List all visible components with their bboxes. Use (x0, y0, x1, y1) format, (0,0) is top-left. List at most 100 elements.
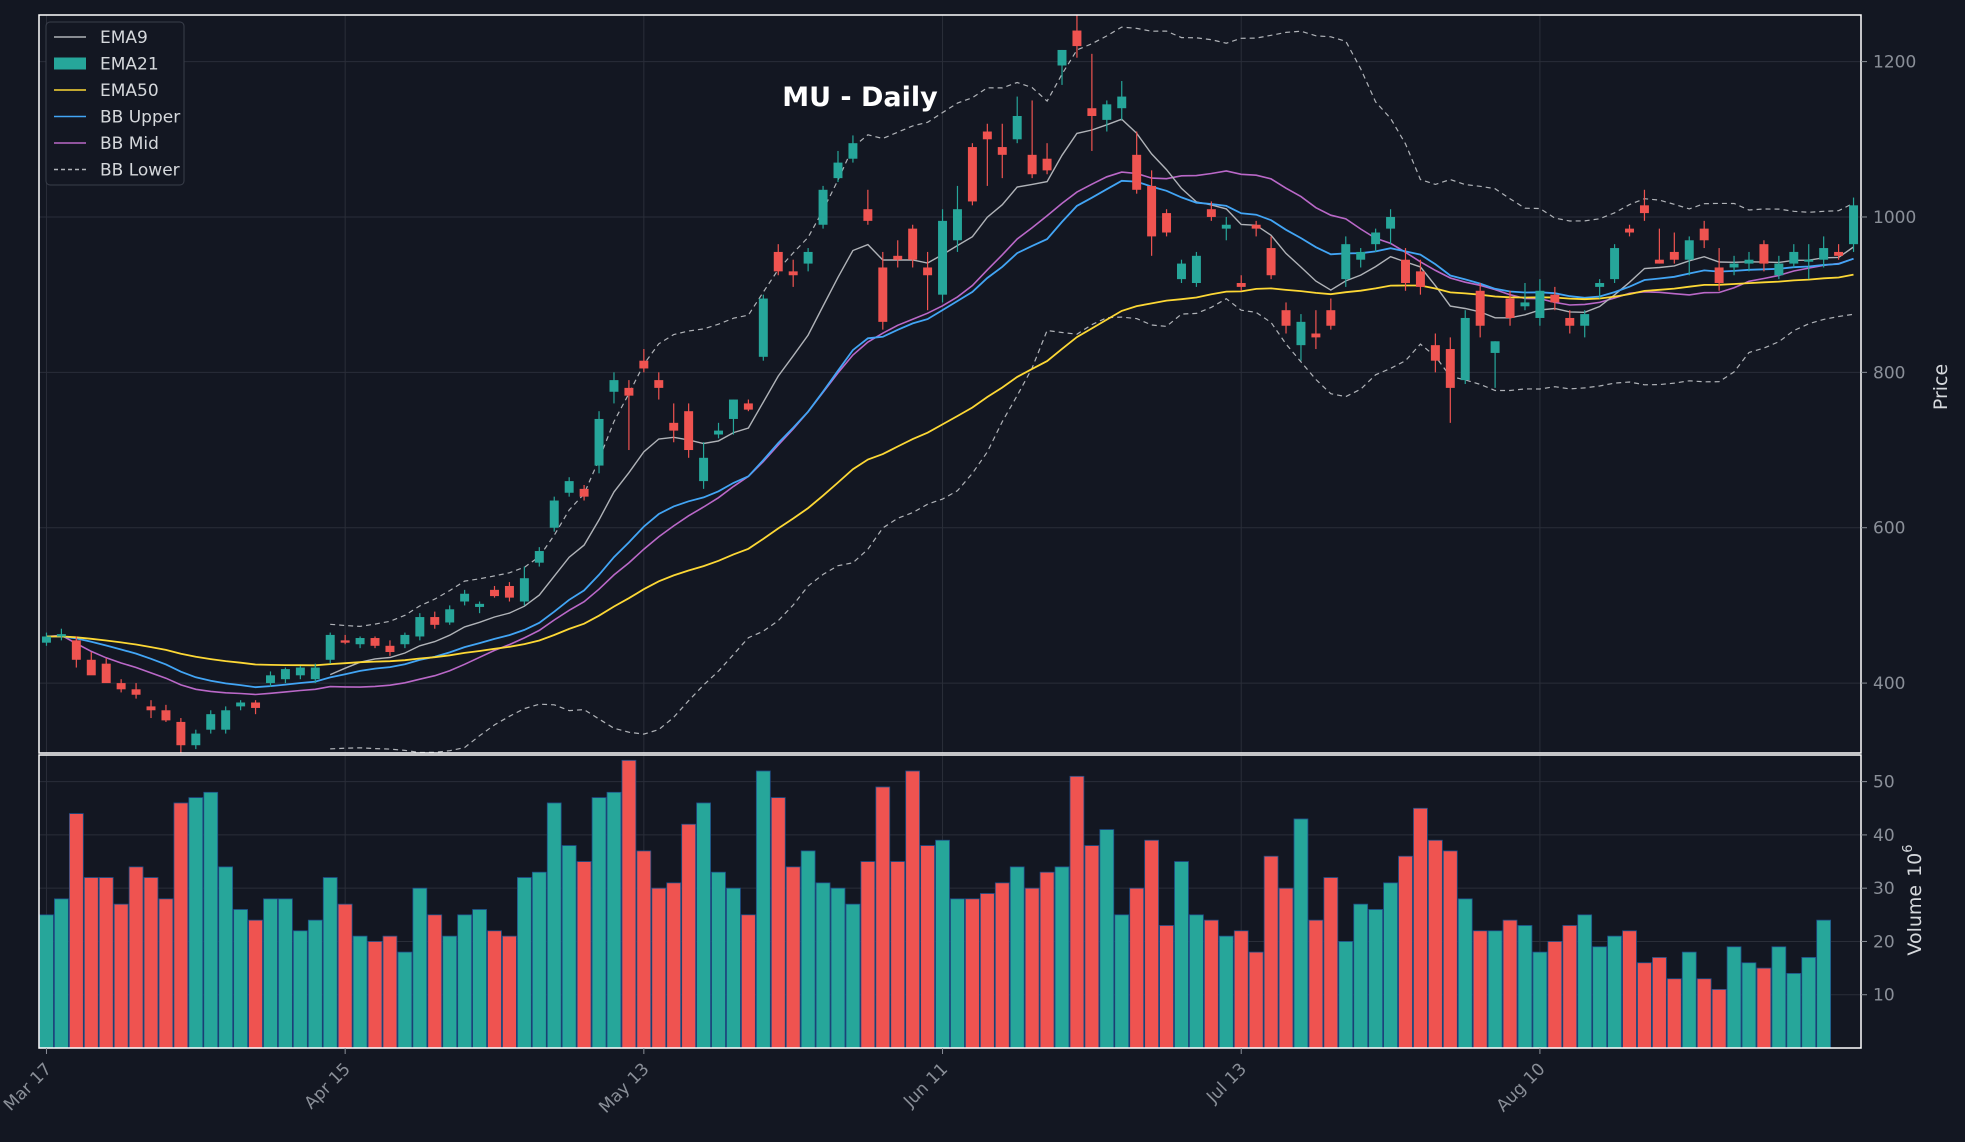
volume-bar (561, 845, 577, 1049)
indicator-lines (46, 26, 1854, 754)
price-tick-label: 1200 (1873, 53, 1916, 73)
volume-bar (278, 898, 293, 1049)
volume-bar (1801, 957, 1817, 1049)
volume-bar (830, 887, 846, 1049)
candle-body (1371, 232, 1381, 245)
volume-bar (1652, 957, 1667, 1049)
candle-body (1490, 341, 1500, 353)
volume-bar (1323, 877, 1339, 1049)
date-tick-label: Jun 11 (899, 1059, 952, 1112)
price-axis-label: Price (1930, 364, 1952, 410)
candle-body (923, 267, 933, 276)
candle-body (519, 578, 529, 602)
volume-bar (143, 877, 159, 1049)
candle-body (938, 220, 948, 295)
volume-bar (1442, 850, 1458, 1049)
volume-bar (1084, 845, 1100, 1049)
volume-bar (770, 797, 786, 1049)
candle-body (833, 162, 843, 179)
candle-body (1729, 263, 1739, 268)
volume-bar (1233, 930, 1249, 1049)
candle-body (116, 683, 126, 690)
candle-body (1072, 30, 1082, 47)
date-tick-label: Mar 17 (0, 1059, 56, 1115)
candle-body (1311, 333, 1321, 338)
candle-body (1565, 317, 1575, 326)
candle-body (1759, 244, 1769, 264)
candle-body (1042, 158, 1052, 171)
candle-body (1401, 259, 1410, 284)
volume-bar (1472, 930, 1488, 1049)
volume-bar (1637, 962, 1652, 1049)
volume-bar (1771, 946, 1787, 1049)
volume-bar (248, 919, 263, 1049)
volume-bar (487, 930, 502, 1049)
volume-bar (1577, 914, 1593, 1049)
volume-bar (263, 898, 278, 1049)
volume-axis-label-text: Volume (1904, 885, 1926, 956)
volume-bar (845, 903, 861, 1049)
candle-body (1191, 255, 1201, 284)
candle-body (1460, 317, 1470, 381)
volume-bar (1218, 935, 1234, 1049)
volume-bar (367, 941, 383, 1049)
price-tick-label: 400 (1873, 674, 1905, 694)
volume-bar (39, 914, 54, 1049)
volume-bar (1024, 887, 1040, 1049)
candle-body (594, 418, 604, 466)
volume-bar (1517, 925, 1533, 1049)
candle-body (176, 721, 186, 746)
volume-bar (188, 797, 204, 1049)
volume-bar (128, 866, 144, 1049)
legend-label: BB Lower (100, 161, 180, 181)
volume-bar (1532, 951, 1548, 1049)
volume-bar (1786, 973, 1802, 1049)
volume-bar (666, 882, 682, 1049)
volume-bar (1039, 871, 1055, 1049)
volume-bar (1159, 925, 1174, 1049)
candle-body (1834, 251, 1844, 256)
candle-body (564, 481, 574, 493)
volume-bars (39, 759, 1832, 1049)
candle-body (908, 228, 918, 260)
candle-body (475, 603, 485, 607)
volume-bar (696, 802, 711, 1049)
volume-bar (113, 903, 129, 1049)
volume-bar (1308, 919, 1324, 1049)
candle-body (624, 387, 634, 396)
candle-body (699, 457, 709, 482)
candle-body (191, 733, 201, 746)
legend-swatch (54, 57, 86, 70)
candle-body (1102, 104, 1112, 120)
volume-bar (1413, 807, 1428, 1049)
candle-body (1386, 216, 1396, 229)
date-tick-label: Jul 13 (1202, 1059, 1250, 1107)
price-tick-label: 1000 (1873, 208, 1916, 228)
candle-body (206, 714, 216, 730)
candle-body (131, 689, 141, 695)
volume-bar (576, 861, 592, 1049)
volume-bar (950, 898, 965, 1049)
candle-body (1445, 349, 1455, 388)
volume-bar (1189, 914, 1204, 1049)
volume-bar (1174, 861, 1189, 1049)
candle-body (1326, 310, 1336, 326)
price-tick-label: 800 (1873, 363, 1905, 383)
candle-body (1117, 96, 1127, 109)
volume-bar (382, 935, 398, 1049)
candle-body (952, 209, 962, 241)
volume-bar (1009, 866, 1025, 1049)
candle-body (579, 488, 589, 497)
volume-bar (1293, 818, 1309, 1049)
volume-bar (1099, 829, 1115, 1049)
volume-bar (397, 951, 413, 1049)
volume-bar (965, 898, 980, 1049)
volume-bar (621, 759, 637, 1049)
legend-label: BB Mid (100, 134, 159, 154)
candle-body (1819, 248, 1829, 260)
volume-bar (233, 909, 248, 1049)
volume-tick-label: 30 (1873, 879, 1895, 899)
ema9-line (329, 118, 1854, 676)
candle-body (982, 131, 992, 140)
